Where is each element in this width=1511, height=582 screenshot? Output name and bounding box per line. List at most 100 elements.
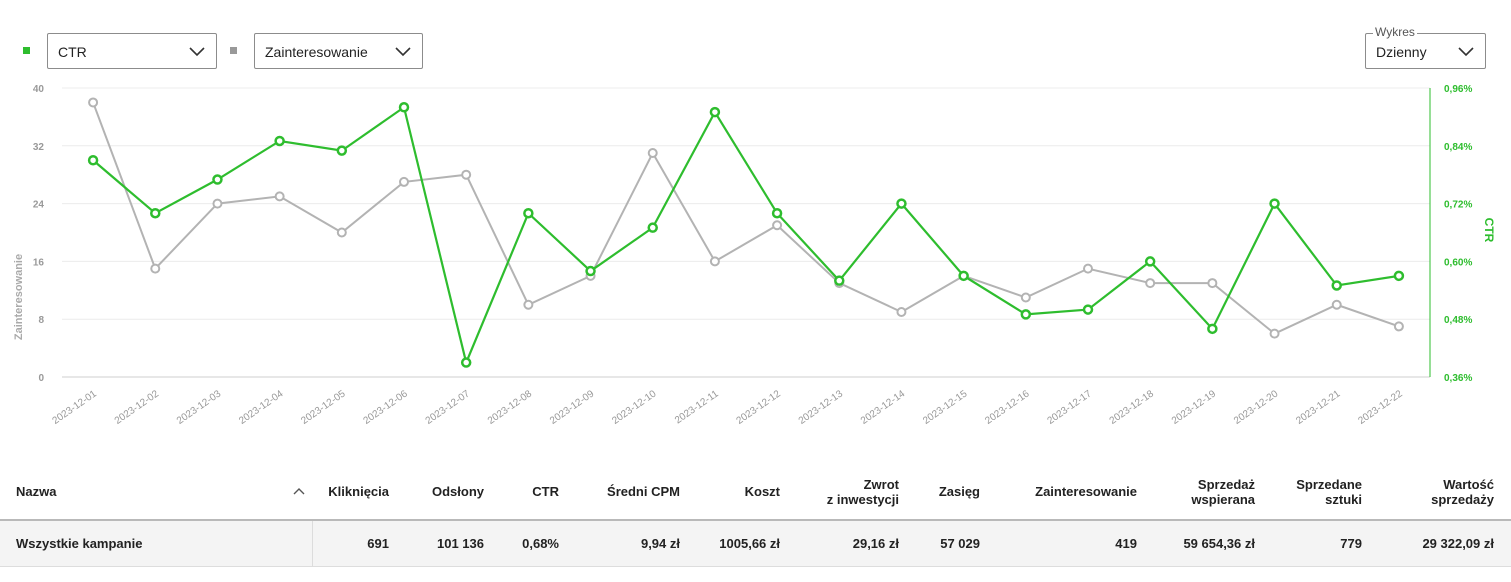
chart-controls: CTR Zainteresowanie Dzienny Wykres	[0, 0, 1511, 80]
point-zainteresowanie[interactable]	[461, 169, 472, 180]
point-ctr[interactable]	[1144, 256, 1156, 267]
metric2-select[interactable]: Zainteresowanie	[254, 33, 423, 69]
col-sztuki-line1: Sprzedane	[1296, 477, 1362, 492]
point-zainteresowanie[interactable]	[709, 256, 720, 267]
x-tick-label: 2023-12-10	[610, 388, 659, 427]
col-zasieg[interactable]: Zasięg	[938, 484, 980, 499]
point-ctr[interactable]	[398, 102, 410, 113]
point-zainteresowanie[interactable]	[772, 220, 783, 231]
col-nazwa[interactable]: Nazwa	[16, 484, 57, 499]
col-zwrot-line2: z inwestycji	[826, 492, 899, 507]
point-zainteresowanie[interactable]	[88, 97, 99, 108]
col-koszt[interactable]: Koszt	[744, 484, 780, 499]
col-zainteresowanie[interactable]: Zainteresowanie	[1035, 484, 1137, 499]
col-klikniecia[interactable]: Kliknięcia	[328, 484, 389, 499]
right-tick-label: 0,36%	[1444, 373, 1472, 384]
point-ctr[interactable]	[87, 155, 99, 166]
x-tick-label: 2023-12-19	[1170, 388, 1219, 427]
point-zainteresowanie[interactable]	[274, 191, 285, 202]
col-odslony[interactable]: Odsłony	[431, 484, 484, 499]
col-wartosc-sprzedazy[interactable]: Wartość sprzedaży	[1431, 477, 1494, 507]
col-zwrot[interactable]: Zwrot z inwestycji	[827, 477, 899, 507]
x-tick-label: 2023-12-22	[1356, 388, 1405, 427]
point-ctr[interactable]	[771, 207, 783, 219]
cell-views: 101 136	[437, 536, 484, 551]
point-ctr[interactable]	[336, 145, 348, 156]
point-zainteresowanie[interactable]	[1083, 263, 1093, 274]
metric2-value: Zainteresowanie	[265, 44, 368, 60]
sort-asc-icon[interactable]	[293, 486, 305, 496]
point-ctr[interactable]	[1020, 309, 1032, 320]
point-zainteresowanie[interactable]	[1393, 321, 1404, 332]
x-tick-label: 2023-12-20	[1232, 388, 1281, 427]
col-zwrot-line1: Zwrot	[863, 477, 899, 492]
point-zainteresowanie[interactable]	[399, 176, 409, 187]
chevron-down-icon	[395, 47, 411, 57]
cell-cost: 1005,66 zł	[719, 536, 780, 551]
point-ctr[interactable]	[647, 222, 658, 233]
right-tick-label: 0,60%	[1444, 257, 1472, 268]
point-ctr[interactable]	[709, 106, 721, 118]
col-ctr[interactable]: CTR	[532, 484, 559, 499]
cell-reach: 57 029	[940, 536, 980, 551]
col-sprzedaz-wspierana[interactable]: Sprzedaż wspierana	[1191, 477, 1255, 507]
point-ctr[interactable]	[1269, 198, 1280, 209]
point-ctr[interactable]	[460, 357, 472, 368]
point-ctr[interactable]	[523, 207, 534, 219]
cell-assisted-sales: 59 654,36 zł	[1183, 536, 1255, 551]
x-tick-label: 2023-12-02	[113, 388, 162, 427]
point-ctr[interactable]	[1331, 280, 1342, 291]
point-zainteresowanie[interactable]	[1269, 328, 1280, 339]
x-tick-label: 2023-12-06	[362, 388, 411, 427]
chart-grid	[62, 87, 1431, 378]
col-sprzedane-sztuki[interactable]: Sprzedane sztuki	[1296, 477, 1362, 507]
point-ctr[interactable]	[834, 275, 845, 286]
point-zainteresowanie[interactable]	[150, 263, 161, 274]
left-tick-label: 0	[38, 373, 44, 384]
period-select[interactable]: Dzienny	[1365, 33, 1486, 69]
right-tick-label: 0,48%	[1444, 315, 1472, 326]
right-tick-label: 0,96%	[1444, 84, 1472, 95]
point-zainteresowanie[interactable]	[647, 148, 658, 159]
cell-interest: 419	[1115, 536, 1137, 551]
x-tick-label: 2023-12-05	[299, 388, 348, 427]
point-ctr[interactable]	[896, 198, 907, 209]
metric1-select[interactable]: CTR	[47, 33, 217, 69]
x-tick-label: 2023-12-17	[1046, 388, 1095, 427]
point-zainteresowanie[interactable]	[1020, 292, 1031, 303]
point-ctr[interactable]	[1393, 270, 1405, 282]
col-sredni-cpm[interactable]: Średni CPM	[607, 484, 680, 499]
left-tick-label: 8	[38, 315, 44, 326]
x-tick-label: 2023-12-11	[673, 388, 721, 426]
point-ctr[interactable]	[1082, 304, 1094, 315]
point-zainteresowanie[interactable]	[336, 227, 347, 238]
metric1-legend-square	[23, 47, 30, 54]
point-ctr[interactable]	[1207, 323, 1218, 335]
cell-name: Wszystkie kampanie	[16, 536, 143, 551]
point-zainteresowanie[interactable]	[1331, 299, 1342, 310]
point-ctr[interactable]	[958, 270, 969, 282]
column-divider	[312, 521, 313, 567]
point-ctr[interactable]	[212, 174, 223, 185]
point-zainteresowanie[interactable]	[896, 306, 907, 317]
point-zainteresowanie[interactable]	[212, 198, 223, 209]
left-axis-ticks: 0 8 16 24 32 40	[33, 84, 45, 384]
right-tick-label: 0,72%	[1444, 200, 1472, 211]
left-tick-label: 16	[33, 257, 45, 268]
right-tick-label: 0,84%	[1444, 142, 1472, 153]
table-row[interactable]: Wszystkie kampanie 691 101 136 0,68% 9,9…	[0, 521, 1511, 567]
point-zainteresowanie[interactable]	[523, 299, 534, 310]
right-axis-label: CTR	[1482, 218, 1496, 243]
point-ctr[interactable]	[274, 135, 285, 147]
col-sprzedaz-line1: Sprzedaż	[1197, 477, 1255, 492]
left-tick-label: 40	[33, 84, 45, 95]
chart-series	[87, 97, 1405, 368]
cell-ctr: 0,68%	[522, 536, 559, 551]
campaign-table: Nazwa Kliknięcia Odsłony CTR Średni CPM …	[0, 455, 1511, 582]
x-tick-label: 2023-12-15	[921, 388, 970, 427]
metric1-value: CTR	[58, 44, 87, 60]
point-ctr[interactable]	[150, 207, 161, 219]
point-zainteresowanie[interactable]	[1145, 278, 1156, 289]
point-ctr[interactable]	[585, 265, 596, 277]
point-zainteresowanie[interactable]	[1207, 278, 1218, 289]
